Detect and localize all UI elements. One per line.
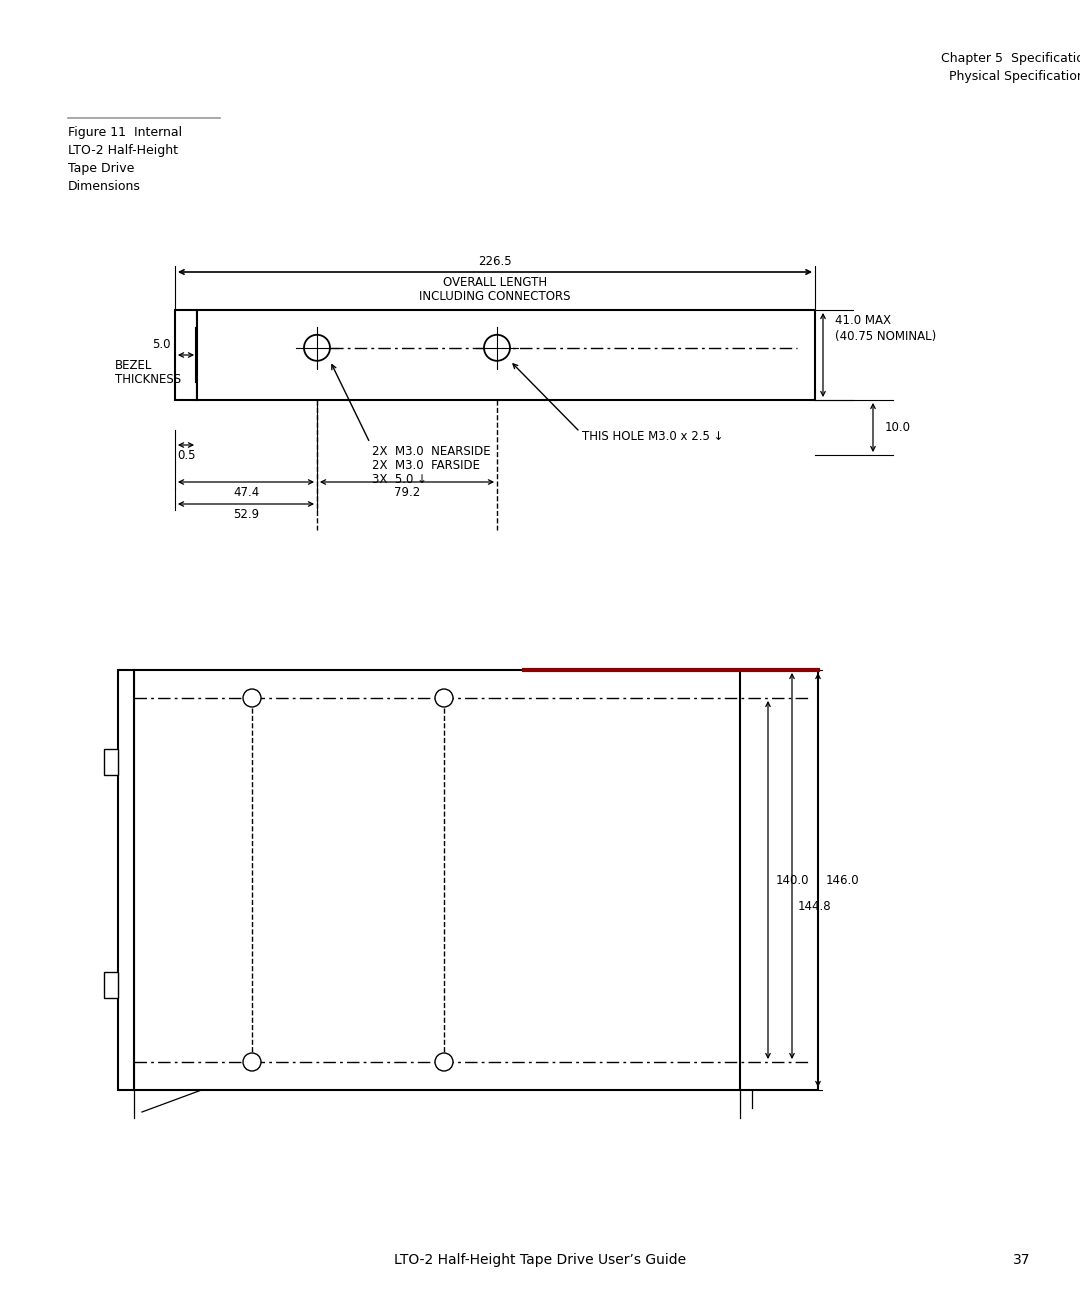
Text: 52.9: 52.9 [233, 508, 259, 521]
Text: 79.2: 79.2 [394, 486, 420, 499]
Text: LTO-2 Half-Height: LTO-2 Half-Height [68, 144, 178, 157]
Text: 2X  M3.0  NEARSIDE: 2X M3.0 NEARSIDE [372, 445, 490, 457]
Text: 226.5: 226.5 [478, 255, 512, 268]
Text: 47.4: 47.4 [233, 486, 259, 499]
Text: 10.0: 10.0 [885, 421, 912, 434]
Text: 3X  5.0 ↓: 3X 5.0 ↓ [372, 473, 427, 486]
Text: THICKNESS: THICKNESS [114, 373, 181, 386]
Text: LTO-2 Half-Height Tape Drive User’s Guide: LTO-2 Half-Height Tape Drive User’s Guid… [394, 1253, 686, 1267]
Bar [175, 310, 197, 400]
Bar [118, 670, 134, 1090]
Text: 2X  M3.0  FARSIDE: 2X M3.0 FARSIDE [372, 459, 480, 472]
Text: Chapter 5  Specifications: Chapter 5 Specifications [942, 52, 1080, 65]
Bar [104, 749, 118, 775]
Text: INCLUDING CONNECTORS: INCLUDING CONNECTORS [419, 290, 570, 303]
Bar [104, 972, 118, 998]
Circle shape [435, 689, 453, 708]
Circle shape [484, 334, 510, 360]
Circle shape [303, 334, 330, 360]
Text: BEZEL: BEZEL [114, 359, 152, 372]
Text: 0.5: 0.5 [177, 448, 195, 461]
Circle shape [435, 1052, 453, 1070]
Text: 5.0: 5.0 [152, 338, 171, 351]
Text: Tape Drive: Tape Drive [68, 162, 134, 175]
Text: 146.0: 146.0 [826, 874, 860, 886]
Text: (40.75 NOMINAL): (40.75 NOMINAL) [835, 330, 936, 343]
Circle shape [243, 1052, 261, 1070]
Text: OVERALL LENGTH: OVERALL LENGTH [443, 276, 548, 289]
Text: 37: 37 [1013, 1253, 1030, 1267]
Circle shape [243, 689, 261, 708]
Text: Dimensions: Dimensions [68, 180, 140, 193]
Bar [197, 310, 815, 400]
Text: Physical Specifications: Physical Specifications [949, 70, 1080, 83]
Text: 140.0: 140.0 [777, 874, 810, 886]
Text: THIS HOLE M3.0 x 2.5 ↓: THIS HOLE M3.0 x 2.5 ↓ [582, 430, 724, 443]
Text: 41.0 MAX: 41.0 MAX [835, 314, 891, 327]
Text: Figure 11  Internal: Figure 11 Internal [68, 126, 183, 139]
Text: 144.8: 144.8 [798, 899, 832, 912]
Bar [134, 670, 818, 1090]
